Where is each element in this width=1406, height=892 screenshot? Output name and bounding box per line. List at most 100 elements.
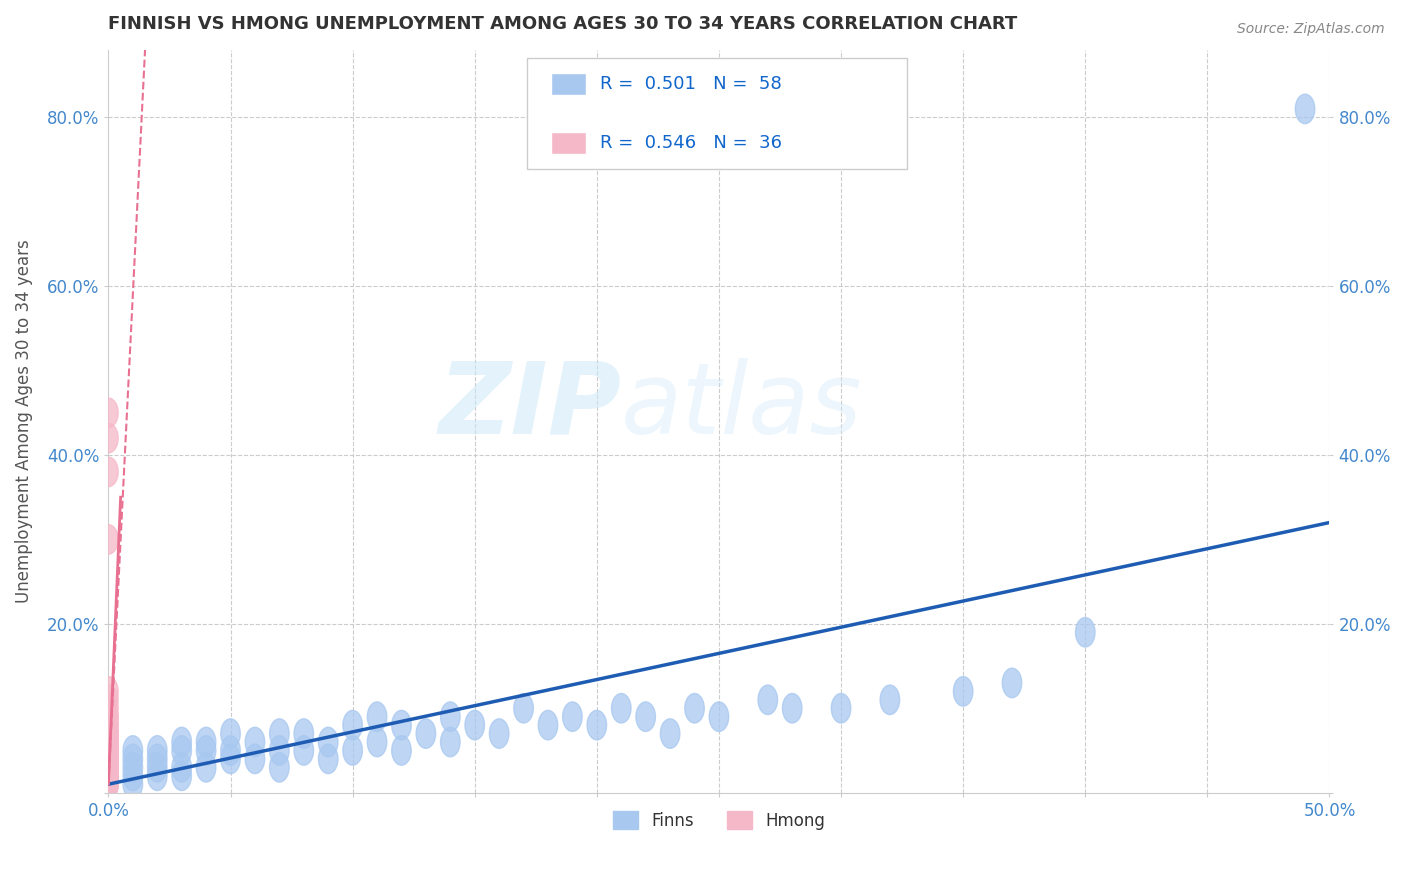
Ellipse shape bbox=[98, 398, 118, 427]
Ellipse shape bbox=[245, 727, 264, 756]
Ellipse shape bbox=[953, 677, 973, 706]
Ellipse shape bbox=[124, 744, 142, 773]
Ellipse shape bbox=[685, 693, 704, 723]
Ellipse shape bbox=[98, 761, 118, 790]
Ellipse shape bbox=[172, 761, 191, 790]
Text: FINNISH VS HMONG UNEMPLOYMENT AMONG AGES 30 TO 34 YEARS CORRELATION CHART: FINNISH VS HMONG UNEMPLOYMENT AMONG AGES… bbox=[108, 15, 1018, 33]
Ellipse shape bbox=[562, 702, 582, 731]
Ellipse shape bbox=[98, 719, 118, 748]
Ellipse shape bbox=[318, 744, 337, 773]
Ellipse shape bbox=[245, 744, 264, 773]
Ellipse shape bbox=[416, 719, 436, 748]
Ellipse shape bbox=[98, 770, 118, 799]
Ellipse shape bbox=[98, 685, 118, 714]
Ellipse shape bbox=[465, 710, 485, 739]
Text: R =  0.546   N =  36: R = 0.546 N = 36 bbox=[600, 134, 782, 153]
Ellipse shape bbox=[709, 702, 728, 731]
Ellipse shape bbox=[513, 693, 533, 723]
Ellipse shape bbox=[98, 727, 118, 756]
Ellipse shape bbox=[612, 693, 631, 723]
Ellipse shape bbox=[98, 710, 118, 739]
Ellipse shape bbox=[98, 524, 118, 554]
Ellipse shape bbox=[343, 736, 363, 765]
Ellipse shape bbox=[148, 744, 167, 773]
Ellipse shape bbox=[392, 710, 411, 739]
Ellipse shape bbox=[124, 770, 142, 799]
Ellipse shape bbox=[588, 710, 606, 739]
Ellipse shape bbox=[98, 710, 118, 739]
Ellipse shape bbox=[98, 753, 118, 782]
Ellipse shape bbox=[98, 693, 118, 723]
Ellipse shape bbox=[98, 736, 118, 765]
Ellipse shape bbox=[367, 702, 387, 731]
Ellipse shape bbox=[98, 761, 118, 790]
Ellipse shape bbox=[270, 736, 290, 765]
Ellipse shape bbox=[98, 727, 118, 756]
Ellipse shape bbox=[98, 761, 118, 790]
Ellipse shape bbox=[318, 727, 337, 756]
Ellipse shape bbox=[1076, 617, 1095, 647]
Ellipse shape bbox=[98, 753, 118, 782]
Ellipse shape bbox=[636, 702, 655, 731]
Ellipse shape bbox=[148, 753, 167, 782]
Ellipse shape bbox=[880, 685, 900, 714]
Ellipse shape bbox=[148, 736, 167, 765]
Ellipse shape bbox=[98, 761, 118, 790]
Ellipse shape bbox=[1295, 95, 1315, 124]
Ellipse shape bbox=[98, 744, 118, 773]
Text: Source: ZipAtlas.com: Source: ZipAtlas.com bbox=[1237, 22, 1385, 37]
Ellipse shape bbox=[221, 719, 240, 748]
Ellipse shape bbox=[98, 761, 118, 790]
Ellipse shape bbox=[98, 736, 118, 765]
Ellipse shape bbox=[197, 727, 217, 756]
Ellipse shape bbox=[661, 719, 681, 748]
Text: ZIP: ZIP bbox=[439, 358, 621, 455]
Ellipse shape bbox=[221, 736, 240, 765]
Ellipse shape bbox=[440, 727, 460, 756]
Ellipse shape bbox=[392, 736, 411, 765]
Ellipse shape bbox=[98, 719, 118, 748]
Ellipse shape bbox=[1002, 668, 1022, 698]
Ellipse shape bbox=[98, 702, 118, 731]
Ellipse shape bbox=[98, 727, 118, 756]
Ellipse shape bbox=[98, 702, 118, 731]
Ellipse shape bbox=[98, 744, 118, 773]
Ellipse shape bbox=[270, 753, 290, 782]
Ellipse shape bbox=[197, 753, 217, 782]
Ellipse shape bbox=[270, 719, 290, 748]
Ellipse shape bbox=[98, 457, 118, 487]
Ellipse shape bbox=[294, 719, 314, 748]
Ellipse shape bbox=[172, 753, 191, 782]
Ellipse shape bbox=[124, 761, 142, 790]
Ellipse shape bbox=[98, 736, 118, 765]
Ellipse shape bbox=[98, 424, 118, 453]
Ellipse shape bbox=[124, 753, 142, 782]
Ellipse shape bbox=[758, 685, 778, 714]
Ellipse shape bbox=[124, 736, 142, 765]
Ellipse shape bbox=[98, 744, 118, 773]
Ellipse shape bbox=[98, 753, 118, 782]
Ellipse shape bbox=[148, 761, 167, 790]
Ellipse shape bbox=[98, 736, 118, 765]
Legend: Finns, Hmong: Finns, Hmong bbox=[606, 805, 832, 837]
Ellipse shape bbox=[783, 693, 801, 723]
Ellipse shape bbox=[197, 736, 217, 765]
Ellipse shape bbox=[294, 736, 314, 765]
Ellipse shape bbox=[98, 677, 118, 706]
Ellipse shape bbox=[367, 727, 387, 756]
Ellipse shape bbox=[98, 744, 118, 773]
Ellipse shape bbox=[538, 710, 558, 739]
Ellipse shape bbox=[98, 753, 118, 782]
Ellipse shape bbox=[489, 719, 509, 748]
Text: atlas: atlas bbox=[621, 358, 863, 455]
Text: R =  0.501   N =  58: R = 0.501 N = 58 bbox=[600, 75, 782, 94]
Y-axis label: Unemployment Among Ages 30 to 34 years: Unemployment Among Ages 30 to 34 years bbox=[15, 239, 32, 603]
Ellipse shape bbox=[98, 719, 118, 748]
Ellipse shape bbox=[172, 727, 191, 756]
Ellipse shape bbox=[172, 736, 191, 765]
Ellipse shape bbox=[98, 770, 118, 799]
Ellipse shape bbox=[440, 702, 460, 731]
Ellipse shape bbox=[343, 710, 363, 739]
Ellipse shape bbox=[98, 770, 118, 799]
Ellipse shape bbox=[831, 693, 851, 723]
